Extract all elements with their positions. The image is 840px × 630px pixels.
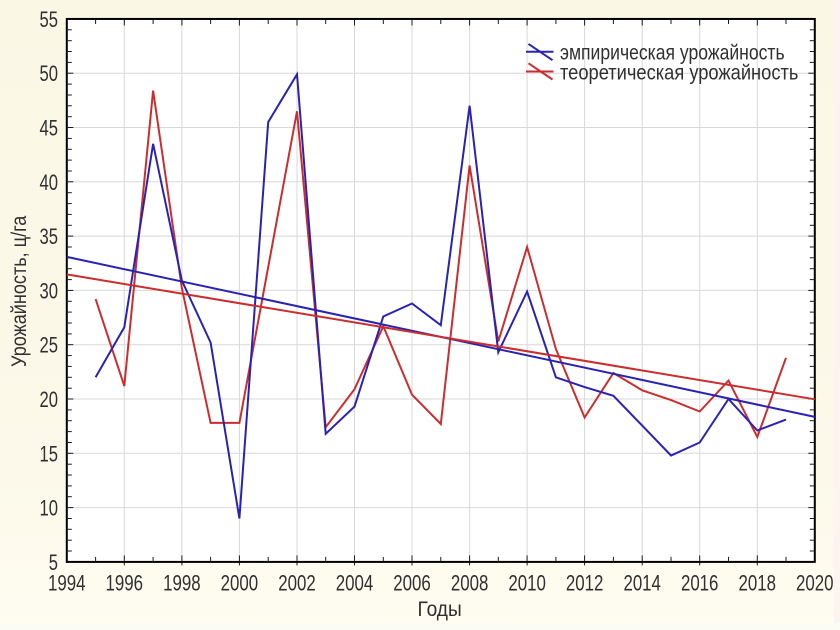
- svg-text:50: 50: [40, 61, 59, 86]
- svg-text:30: 30: [40, 278, 59, 303]
- svg-text:2018: 2018: [739, 571, 777, 596]
- svg-text:5: 5: [49, 550, 58, 575]
- svg-text:1998: 1998: [163, 571, 201, 596]
- svg-text:2012: 2012: [566, 571, 604, 596]
- svg-text:45: 45: [40, 116, 59, 141]
- svg-text:1994: 1994: [48, 571, 86, 596]
- svg-text:35: 35: [40, 224, 59, 249]
- svg-text:2008: 2008: [451, 571, 489, 596]
- svg-text:2014: 2014: [623, 571, 661, 596]
- svg-text:2002: 2002: [278, 571, 316, 596]
- svg-text:2010: 2010: [508, 571, 546, 596]
- svg-text:1996: 1996: [106, 571, 144, 596]
- svg-text:55: 55: [40, 7, 59, 32]
- svg-text:2020: 2020: [796, 571, 834, 596]
- svg-text:Годы: Годы: [418, 598, 462, 621]
- svg-text:теоретическая урожайность: теоретическая урожайность: [560, 62, 798, 85]
- svg-text:20: 20: [40, 387, 59, 412]
- svg-text:2000: 2000: [221, 571, 259, 596]
- svg-text:эмпирическая урожайность: эмпирическая урожайность: [560, 42, 785, 65]
- svg-text:25: 25: [40, 333, 59, 358]
- svg-text:Урожайность, ц/га: Урожайность, ц/га: [8, 215, 31, 367]
- svg-text:10: 10: [40, 496, 59, 521]
- svg-text:2006: 2006: [393, 571, 431, 596]
- svg-text:2004: 2004: [336, 571, 374, 596]
- svg-text:2016: 2016: [681, 571, 719, 596]
- svg-text:15: 15: [40, 441, 59, 466]
- svg-text:40: 40: [40, 170, 59, 195]
